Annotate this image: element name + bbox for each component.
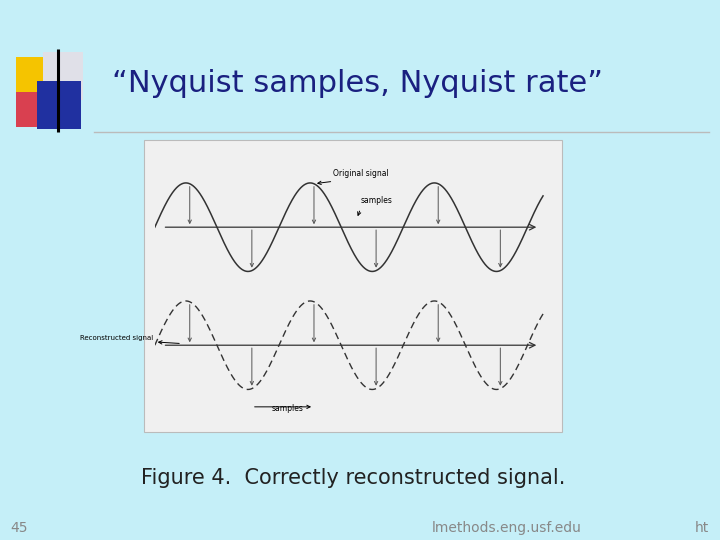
- FancyBboxPatch shape: [16, 57, 61, 113]
- Text: ht: ht: [695, 521, 709, 535]
- Text: 45: 45: [11, 521, 28, 535]
- Text: Figure 4.  Correctly reconstructed signal.: Figure 4. Correctly reconstructed signal…: [140, 468, 565, 488]
- Text: Reconstructed signal: Reconstructed signal: [80, 335, 153, 341]
- Text: samples: samples: [361, 195, 392, 205]
- FancyBboxPatch shape: [37, 81, 81, 129]
- FancyBboxPatch shape: [16, 92, 58, 127]
- Text: lmethods.eng.usf.edu: lmethods.eng.usf.edu: [432, 521, 582, 535]
- Text: samples: samples: [271, 404, 303, 413]
- Text: “Nyquist samples, Nyquist rate”: “Nyquist samples, Nyquist rate”: [112, 69, 603, 98]
- Text: Original signal: Original signal: [333, 170, 389, 178]
- FancyBboxPatch shape: [43, 52, 83, 100]
- FancyBboxPatch shape: [144, 140, 562, 432]
